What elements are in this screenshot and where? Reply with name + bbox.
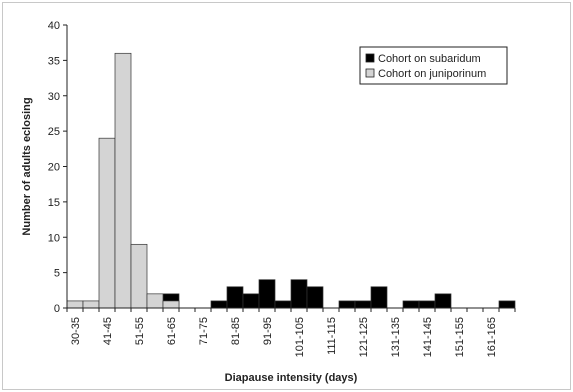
y-tick-label: 0 [54,303,60,315]
bar-subaridum [498,300,516,309]
legend: Cohort on subaridum Cohort on juniporinu… [359,46,508,85]
bar-subaridum [306,286,324,309]
bar-subaridum [338,300,356,309]
legend-label-subaridum: Cohort on subaridum [378,53,481,65]
x-tick-label: 51-55 [134,317,146,345]
x-tick-label: 111-115 [326,317,338,355]
bar-juniporinum [66,300,84,309]
x-tick-label: 131-135 [390,317,402,357]
bar-chart: 0 5 10 15 20 25 30 35 40 30-35 41-45 51-55 61-65 71-… [21,20,516,384]
bar-juniporinum [82,300,100,309]
legend-box [359,46,508,85]
bar-juniporinum [130,243,148,309]
bar-juniporinum [162,300,180,309]
bar-juniporinum [146,293,164,309]
x-axis-title: Diapause intensity (days) [225,372,358,384]
bar-juniporinum [98,137,116,309]
bar-subaridum [434,293,452,309]
x-tick-label: 101-105 [294,317,306,357]
bar-subaridum [354,300,372,309]
y-tick-label: 35 [48,55,60,67]
y-tick-label: 40 [48,20,60,32]
y-tick-label: 15 [48,197,60,209]
bar-subaridum [274,300,292,309]
y-tick-label: 10 [48,232,60,244]
legend-label-juniporinum: Cohort on juniporinum [378,68,486,80]
bar-subaridum [418,300,436,309]
y-axis-title: Number of adults eclosing [21,97,33,235]
bar-subaridum [290,279,308,309]
bar-juniporinum [114,52,132,309]
bar-subaridum [402,300,420,309]
x-tick-label: 141-145 [422,317,434,357]
bar-subaridum [258,279,276,309]
x-tick-label: 161-165 [486,317,498,357]
x-tick-label: 71-75 [198,317,210,345]
x-tick-label: 61-65 [166,317,178,345]
y-tick-label: 25 [48,126,60,138]
x-tick-label: 41-45 [102,317,114,345]
y-tick-label: 20 [48,162,60,174]
x-tick-label: 30-35 [70,317,82,345]
legend-swatch-subaridum [365,53,375,63]
x-tick-label: 121-125 [358,317,370,357]
bar-subaridum [242,293,260,309]
bar-subaridum [210,300,228,309]
legend-swatch-juniporinum [365,68,375,78]
x-tick-label: 91-95 [262,317,274,345]
bar-subaridum [370,286,388,309]
y-tick-label: 5 [54,268,60,280]
x-tick-label: 81-85 [230,317,242,345]
y-tick-label: 30 [48,91,60,103]
bar-subaridum [226,286,244,309]
x-tick-label: 151-155 [454,317,466,357]
